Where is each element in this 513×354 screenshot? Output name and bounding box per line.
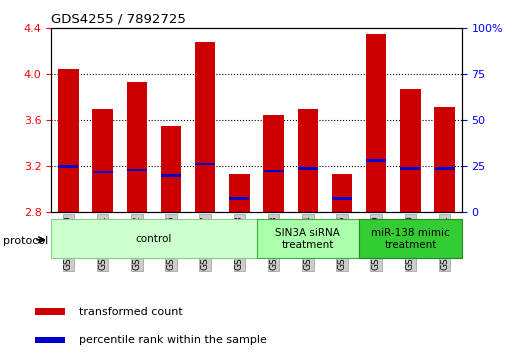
Text: percentile rank within the sample: percentile rank within the sample xyxy=(79,335,267,345)
Text: miR-138 mimic
treatment: miR-138 mimic treatment xyxy=(371,228,450,250)
Bar xyxy=(229,197,249,200)
Bar xyxy=(332,197,352,200)
Bar xyxy=(58,165,78,168)
Text: control: control xyxy=(136,234,172,244)
Bar xyxy=(263,115,284,212)
Text: SIN3A siRNA
treatment: SIN3A siRNA treatment xyxy=(275,228,340,250)
Text: GDS4255 / 7892725: GDS4255 / 7892725 xyxy=(51,13,186,26)
Bar xyxy=(264,170,284,172)
Bar xyxy=(58,69,78,212)
Bar xyxy=(298,109,318,212)
Bar xyxy=(127,169,147,171)
Bar xyxy=(229,175,250,212)
Text: transformed count: transformed count xyxy=(79,307,183,317)
Bar xyxy=(256,219,359,258)
Bar xyxy=(435,107,455,212)
Bar xyxy=(435,167,455,170)
Text: protocol: protocol xyxy=(3,236,48,246)
Bar xyxy=(400,167,421,170)
Bar xyxy=(161,174,181,177)
Bar xyxy=(298,167,318,170)
Bar xyxy=(195,163,215,165)
Bar xyxy=(35,308,65,315)
Bar xyxy=(400,89,421,212)
Bar xyxy=(127,82,147,212)
Bar xyxy=(51,219,256,258)
Bar xyxy=(161,126,181,212)
Bar xyxy=(366,159,386,162)
Bar xyxy=(35,337,65,343)
Bar xyxy=(92,109,113,212)
Bar xyxy=(195,42,215,212)
Bar xyxy=(359,219,462,258)
Bar xyxy=(366,34,386,212)
Bar xyxy=(332,175,352,212)
Bar xyxy=(92,171,113,173)
